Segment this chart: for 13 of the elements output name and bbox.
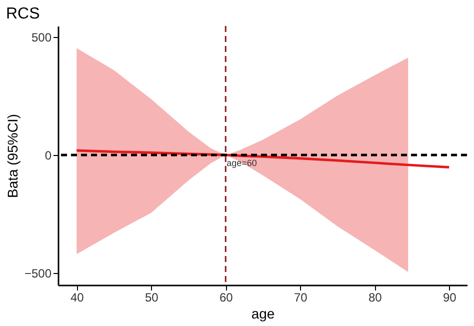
y-axis-title: Bata (95%CI) [4, 114, 20, 198]
x-tick-label: 90 [442, 290, 457, 304]
y-tick-label: 0 [44, 148, 52, 163]
x-tick-label: 50 [144, 290, 159, 304]
x-tick-label: 70 [294, 290, 308, 304]
x-tick-label: 60 [219, 290, 234, 304]
x-tick-label: 80 [368, 290, 382, 304]
x-axis-title: age [251, 306, 275, 322]
x-tick-label: 40 [70, 290, 84, 304]
y-tick-label: 500 [31, 30, 52, 45]
y-tick-label: −500 [24, 266, 52, 280]
ref-line-label: age=60 [226, 158, 257, 168]
chart-title: RCS [6, 5, 40, 22]
